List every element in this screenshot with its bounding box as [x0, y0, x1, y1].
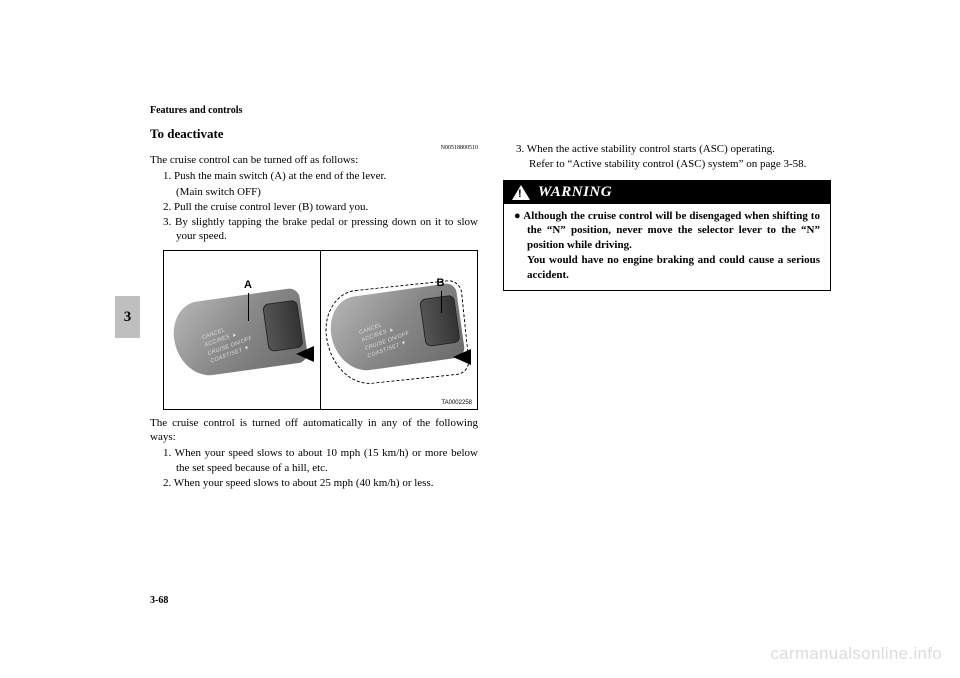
lever-end: [262, 299, 303, 351]
lever-end: [419, 294, 460, 346]
page-header: Features and controls: [150, 105, 865, 116]
watermark: carmanualsonline.info: [770, 644, 942, 664]
page-number: 3-68: [150, 595, 168, 606]
content-columns: To deactivate N00518800510 The cruise co…: [150, 126, 865, 491]
warning-title: WARNING: [538, 184, 612, 201]
figure-panel-a: CANCEL ACC/RES ▲ CRUISE ON/OFF COAST/SET…: [164, 251, 321, 409]
warning-line-1: ● Although the cruise control will be di…: [514, 209, 820, 254]
right-column: 3. When the active stability control sta…: [503, 126, 831, 491]
intro-text: The cruise control can be turned off as …: [150, 153, 478, 167]
pointer-a: [248, 293, 249, 321]
label-a: A: [244, 279, 252, 291]
auto-step-1: 1. When your speed slows to about 10 mph…: [150, 446, 478, 475]
warning-line-2: You would have no engine braking and cou…: [514, 253, 820, 283]
lever-a: CANCEL ACC/RES ▲ CRUISE ON/OFF COAST/SET…: [169, 287, 308, 379]
step-1: 1. Push the main switch (A) at the end o…: [150, 169, 478, 183]
section-title: To deactivate: [150, 126, 478, 142]
asc-step-b: Refer to “Active stability control (ASC)…: [503, 157, 831, 171]
step-2: 2. Pull the cruise control lever (B) tow…: [150, 200, 478, 214]
auto-step-2: 2. When your speed slows to about 25 mph…: [150, 476, 478, 490]
arrow-b-icon: [453, 349, 471, 365]
warning-text-1: Although the cruise control will be dise…: [523, 210, 820, 252]
step-3: 3. By slightly tapping the brake pedal o…: [150, 215, 478, 244]
warning-box: ! WARNING ● Although the cruise control …: [503, 180, 831, 291]
label-b: B: [437, 277, 445, 289]
bullet-icon: ●: [514, 210, 521, 222]
lever-a-labels: CANCEL ACC/RES ▲ CRUISE ON/OFF COAST/SET…: [201, 318, 256, 365]
asc-step-a: 3. When the active stability control sta…: [503, 142, 831, 156]
arrow-a-icon: [296, 346, 314, 362]
doc-code: N00518800510: [150, 145, 478, 151]
lever-b-labels: CANCEL ACC/RES ▲ CRUISE ON/OFF COAST/SET…: [357, 313, 412, 360]
left-column: To deactivate N00518800510 The cruise co…: [150, 126, 478, 491]
after-figure-text: The cruise control is turned off automat…: [150, 416, 478, 445]
warning-exclamation-icon: !: [518, 188, 522, 200]
pointer-b: [441, 291, 442, 313]
figure-box: CANCEL ACC/RES ▲ CRUISE ON/OFF COAST/SET…: [163, 250, 478, 410]
figure-panel-b: CANCEL ACC/RES ▲ CRUISE ON/OFF COAST/SET…: [321, 251, 478, 409]
figure-code: TA0002258: [441, 400, 472, 406]
manual-page: Features and controls To deactivate N005…: [0, 0, 960, 521]
warning-body: ● Although the cruise control will be di…: [504, 204, 830, 290]
warning-header: ! WARNING: [504, 181, 830, 204]
warning-triangle-icon: !: [512, 185, 530, 200]
step-1-sub: (Main switch OFF): [150, 185, 478, 199]
chapter-tab: 3: [115, 296, 140, 338]
